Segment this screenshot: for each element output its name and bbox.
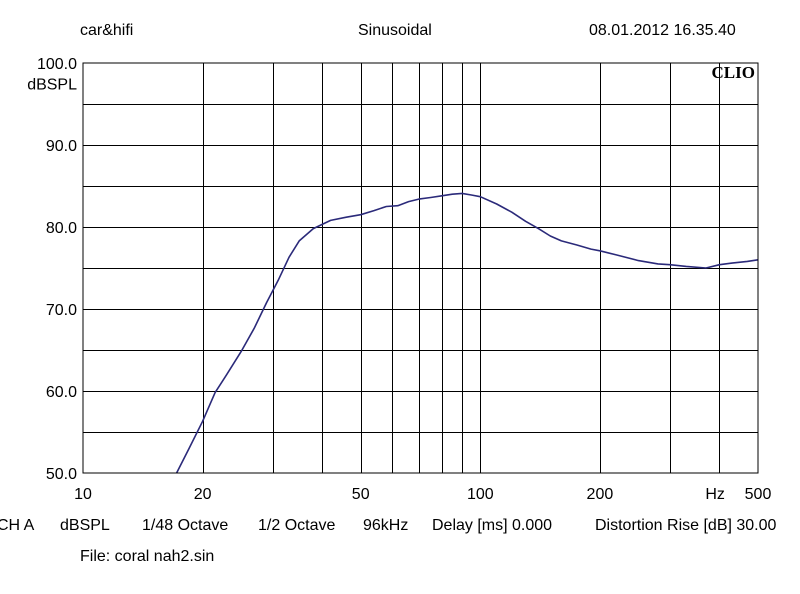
y-tick-label: 50.0: [46, 466, 77, 483]
settings-resolution: 1/48 Octave: [142, 517, 229, 534]
x-tick-label: 500: [745, 486, 772, 503]
settings-sample-rate: 96kHz: [363, 517, 409, 534]
x-tick-label: 200: [587, 486, 614, 503]
spl-response-curve: [175, 192, 759, 474]
header-timestamp: 08.01.2012 16.35.40: [589, 22, 736, 39]
y-tick-label: 100.0: [37, 56, 77, 73]
x-tick-label: 20: [194, 486, 212, 503]
file-name: File: coral nah2.sin: [80, 548, 215, 565]
settings-channel: CH A: [0, 517, 35, 534]
plot-frame: [82, 62, 759, 474]
grid-layer: [83, 63, 758, 473]
x-tick-label: 50: [352, 486, 370, 503]
settings-delay: Delay [ms] 0.000: [432, 517, 553, 534]
y-tick-label: 60.0: [46, 384, 77, 401]
y-axis-label: dBSPL: [27, 77, 77, 94]
y-tick-label: 70.0: [46, 302, 77, 319]
tick-label-layer: 100.0 90.0 80.0 70.0 60.0 50.0 dBSPL 10 20 50 100 2…: [27, 56, 771, 503]
chart-title: Sinusoidal: [358, 22, 432, 39]
settings-smoothing: 1/2 Octave: [258, 517, 336, 534]
y-tick-label: 90.0: [46, 138, 77, 155]
clio-watermark: CLIO: [712, 63, 755, 82]
header-left-label: car&hifi: [80, 22, 134, 39]
y-tick-label: 80.0: [46, 220, 77, 237]
curve-layer: [175, 192, 759, 474]
x-axis-label: Hz: [705, 486, 725, 503]
settings-distortion-rise: Distortion Rise [dB] 30.00: [595, 517, 777, 534]
settings-unit: dBSPL: [60, 517, 110, 534]
x-tick-label: 10: [74, 486, 92, 503]
x-tick-label: 100: [467, 486, 494, 503]
